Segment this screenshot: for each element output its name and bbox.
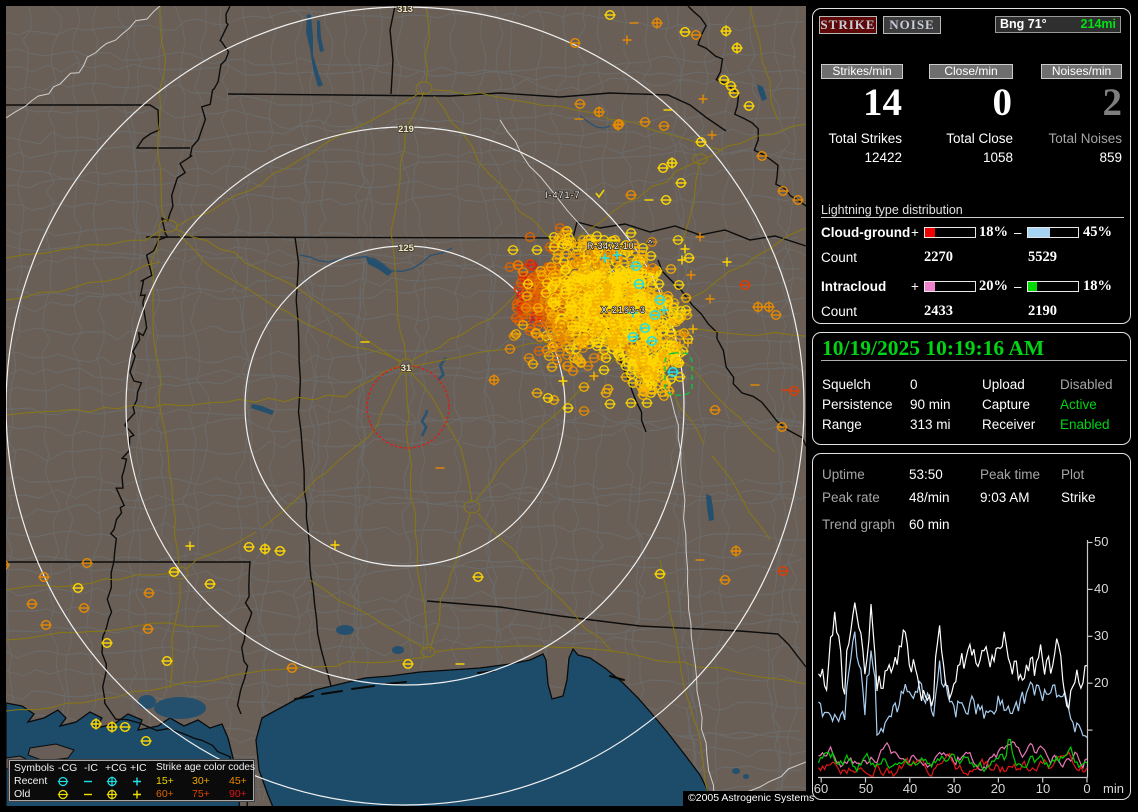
svg-text:X-2193-3: X-2193-3: [601, 305, 646, 315]
svg-text:125: 125: [398, 243, 415, 254]
svg-text:50: 50: [859, 781, 873, 796]
svg-text:0: 0: [1083, 781, 1090, 796]
svg-text:I-471-7: I-471-7: [545, 190, 581, 200]
svg-text:40: 40: [903, 781, 917, 796]
svg-text:min: min: [1103, 781, 1124, 796]
svg-text:20: 20: [991, 781, 1005, 796]
svg-text:30: 30: [1094, 628, 1108, 643]
svg-text:60: 60: [814, 781, 828, 796]
svg-text:^: ^: [648, 238, 653, 248]
svg-text:20: 20: [1094, 675, 1108, 690]
svg-text:10: 10: [1036, 781, 1050, 796]
svg-text:30: 30: [947, 781, 961, 796]
svg-text:313: 313: [397, 6, 413, 15]
svg-text:219: 219: [398, 124, 414, 135]
svg-text:40: 40: [1094, 581, 1108, 596]
svg-text:31: 31: [401, 363, 412, 374]
svg-text:R-3472-10: R-3472-10: [587, 241, 634, 251]
svg-text:50: 50: [1094, 534, 1108, 549]
